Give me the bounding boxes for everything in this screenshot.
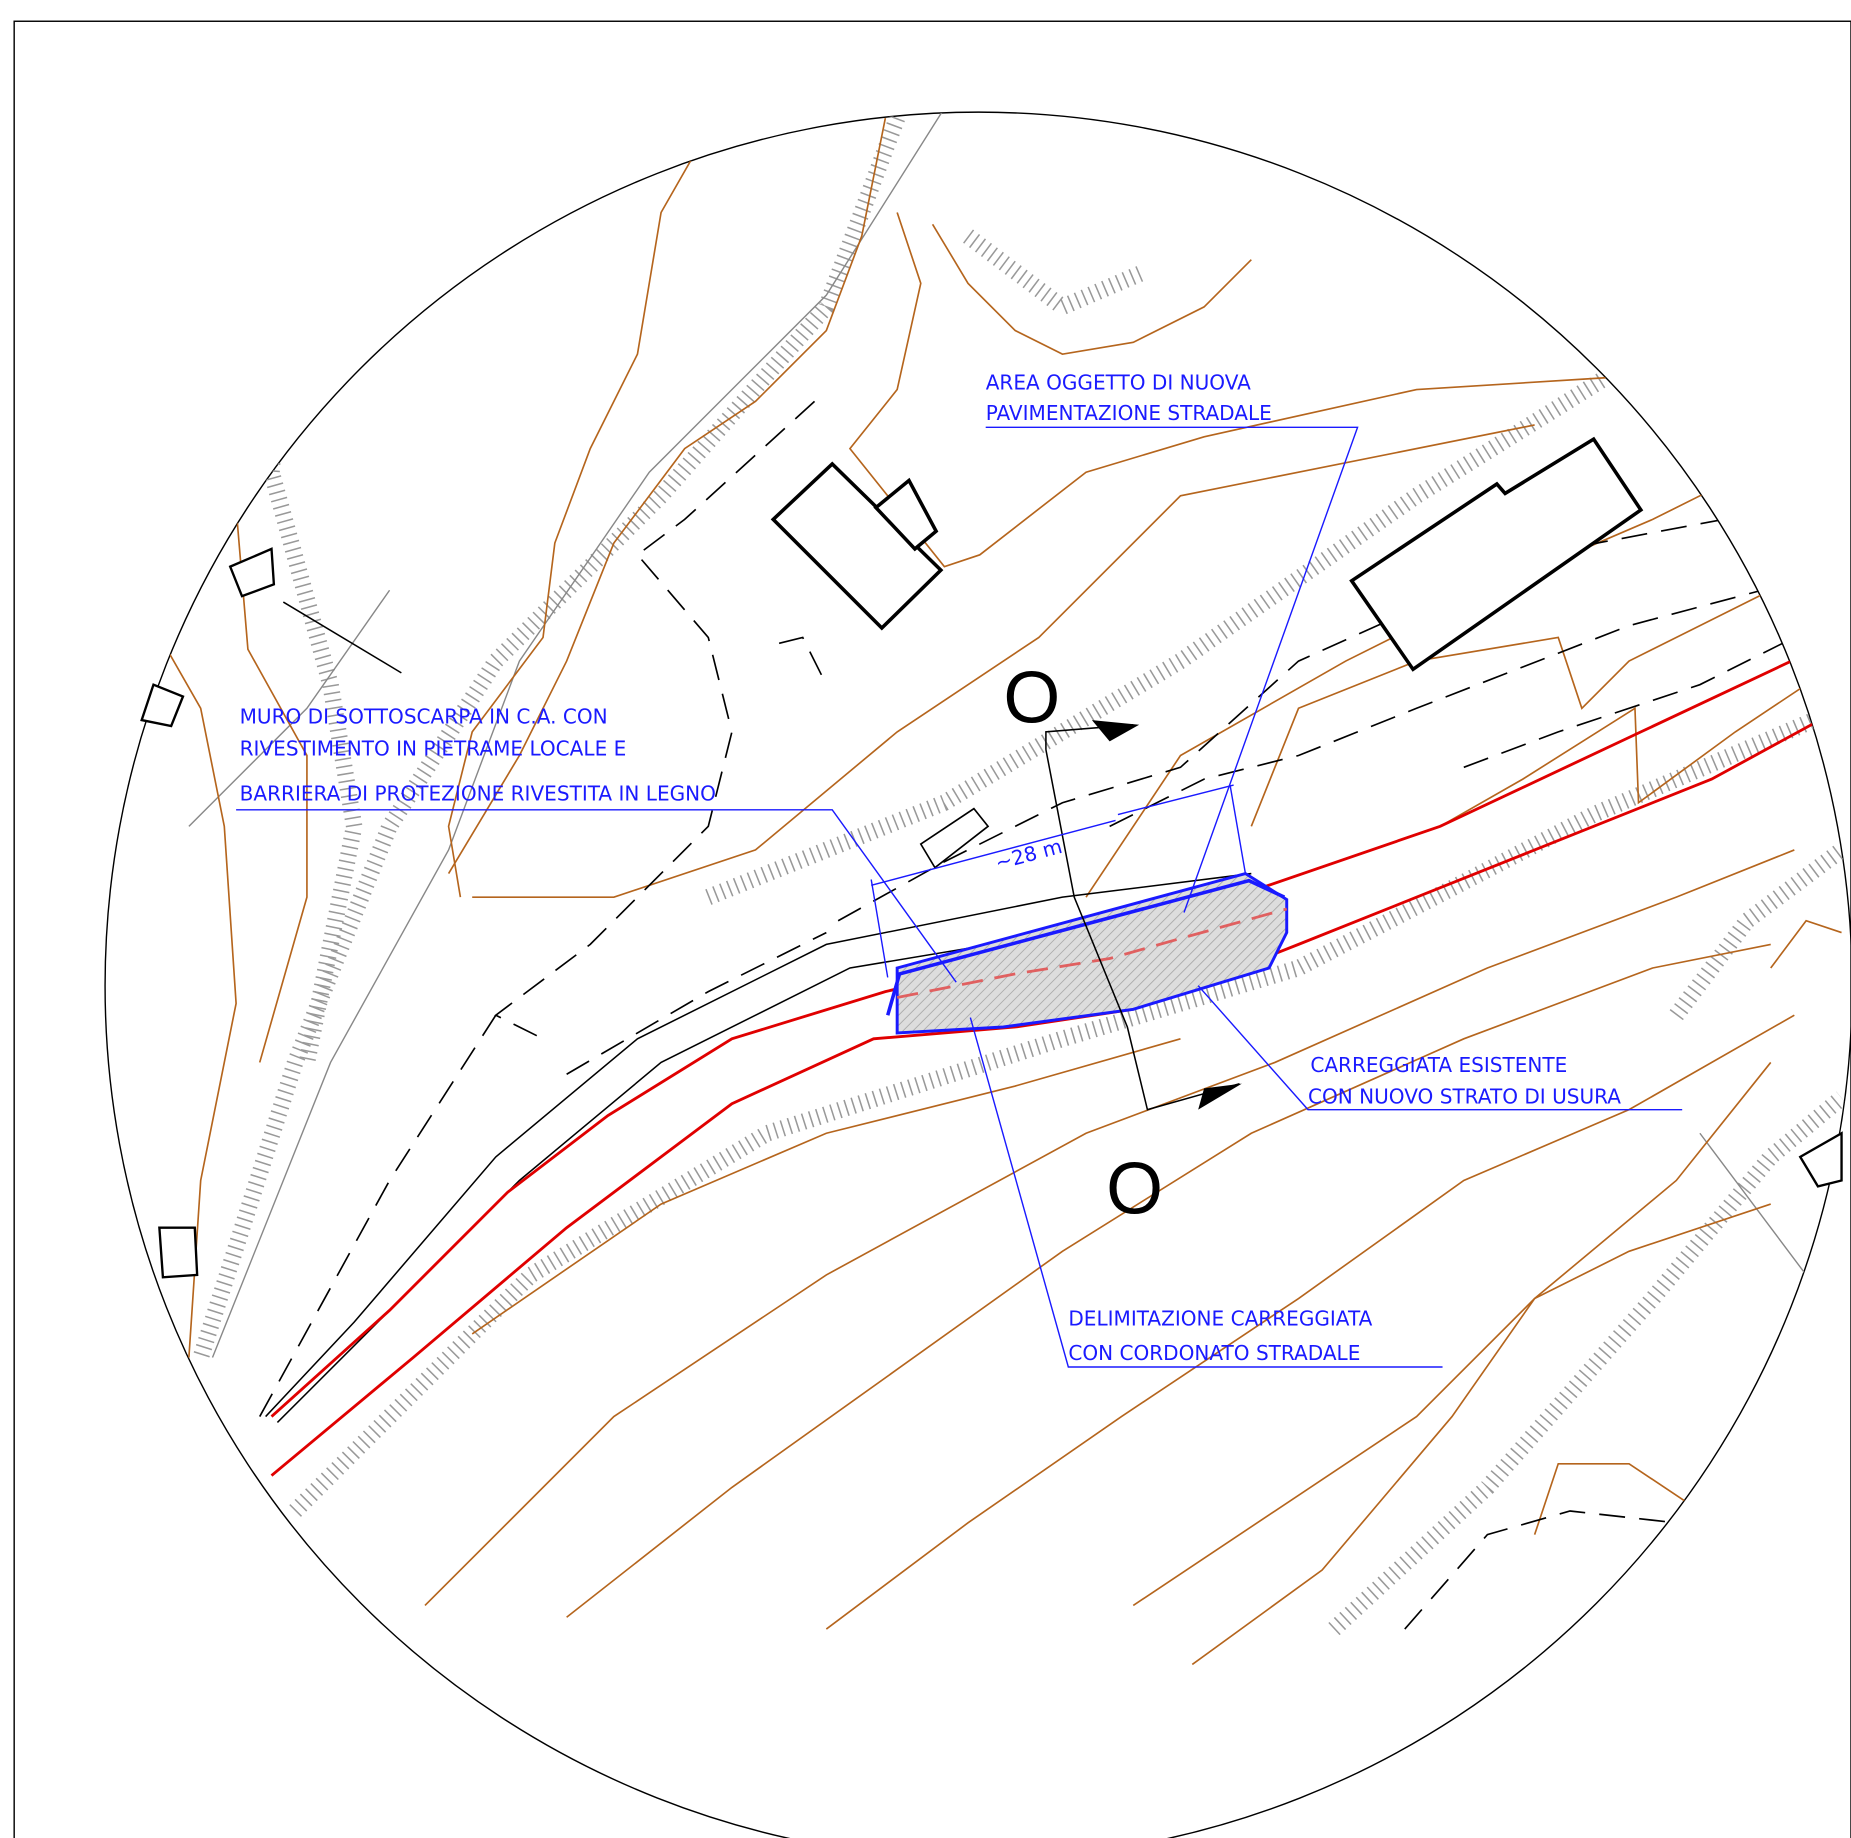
frame <box>13 20 1851 1838</box>
label: PAVIMENTAZIONE STRADALE <box>986 401 1272 425</box>
label: RIVESTIMENTO IN PIETRAME LOCALE E <box>240 737 627 761</box>
labels: AREA OGGETTO DI NUOVA PAVIMENTAZIONE STR… <box>240 371 1622 1365</box>
section-line <box>1045 720 1242 1111</box>
new-paving-area <box>895 871 1289 1035</box>
terrain <box>152 112 1847 1666</box>
label: BARRIERA DI PROTEZIONE RIVESTITA IN LEGN… <box>240 781 716 805</box>
detail-circle <box>104 111 1851 1838</box>
label: CON NUOVO STRATO DI USURA <box>1308 1085 1621 1109</box>
label: AREA OGGETTO DI NUOVA <box>986 371 1251 395</box>
section-mark: O <box>1003 656 1060 738</box>
label: CARREGGIATA ESISTENTE <box>1310 1053 1567 1077</box>
buildings <box>140 436 1843 1279</box>
section-mark: O <box>1106 1148 1163 1230</box>
label: DELIMITAZIONE CARREGGIATA <box>1068 1307 1372 1331</box>
leaders <box>236 426 1683 1368</box>
label: CON CORDONATO STRADALE <box>1068 1341 1360 1365</box>
label: MURO DI SOTTOSCARPA IN C.A. CON <box>240 705 608 729</box>
dimension: ~28 m <box>993 834 1065 875</box>
